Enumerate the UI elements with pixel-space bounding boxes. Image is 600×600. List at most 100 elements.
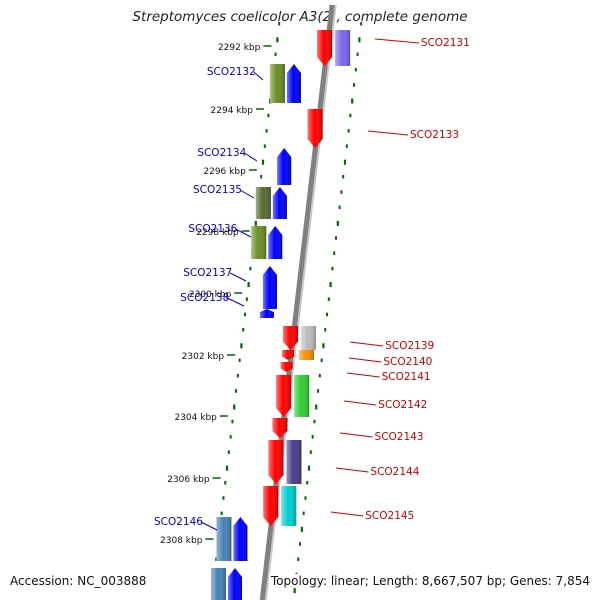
gene-SCO2141 [280, 362, 293, 372]
gene-unlabeled [228, 568, 243, 600]
gene-SCO2139-neighbor-shading [301, 326, 317, 350]
gene-leader-right [330, 511, 364, 517]
gene-SCO2135-neighbor-shading [255, 187, 271, 219]
gene-SCO2135-shading [272, 187, 287, 219]
gene-label-left: SCO2137 [183, 267, 232, 279]
scale-label: 2294 kbp [211, 106, 254, 116]
gene-SCO2146-neighbor-shading [216, 517, 232, 561]
gene-SCO2144-neighbor-shading [286, 440, 302, 484]
gene-leader-right [349, 341, 384, 347]
gene-unlabeled-neighbor-shading [211, 568, 227, 600]
gene-label-right: SCO2144 [370, 466, 419, 478]
gene-SCO2145-neighbor [281, 486, 297, 526]
gene-SCO2134 [277, 148, 292, 185]
gene-label-right: SCO2142 [378, 399, 427, 411]
gene-SCO2131-shading [317, 30, 333, 66]
gene-SCO2132-shading [286, 64, 301, 103]
gene-SCO2141-shading [280, 362, 293, 372]
gene-SCO2143-shading [272, 418, 288, 438]
map-title: Streptomyces coelicolor A3(2), complete … [132, 9, 468, 25]
gene-SCO2136 [268, 226, 283, 259]
scale-track: 2292 kbp 2294 kbp 2296 kbp 2298 kbp 2300 kbp… [160, 22, 363, 594]
gene-label-left: SCO2132 [207, 66, 256, 78]
scale-label: 2292 kbp [218, 43, 261, 53]
gene-leader-left [235, 228, 252, 238]
gene-leader-left [229, 272, 247, 282]
gene-label-left: SCO2136 [188, 223, 237, 235]
gene-leader-right [343, 400, 377, 406]
gene-labels: SCO2132 SCO2134 SCO2135 SCO2136 SCO2137 SCO21… [154, 37, 470, 531]
gene-SCO2142-shading [276, 375, 292, 417]
gene-SCO2143 [272, 418, 288, 438]
gene-label-right: SCO2141 [382, 371, 431, 383]
gene-leader-left [200, 521, 218, 531]
gene-label-right: SCO2139 [385, 340, 434, 352]
gene-SCO2132-neighbor [269, 64, 285, 103]
gene-leader-left [227, 297, 245, 307]
gene-SCO2140-shading [282, 350, 295, 360]
scale-label: 2298 kbp [196, 228, 239, 238]
gene-SCO2144-shading [268, 440, 284, 484]
gene-SCO2139-neighbor [301, 326, 317, 350]
gene-label-right: SCO2133 [410, 129, 459, 141]
gene-leader-left [244, 152, 258, 162]
gene-SCO2131 [317, 30, 333, 66]
gene-label-left: SCO2135 [193, 184, 242, 196]
gene-leader-right [335, 467, 369, 473]
gene-features [211, 30, 351, 600]
gene-SCO2132 [286, 64, 301, 103]
gene-leader-left [239, 189, 255, 199]
scale-label: 2296 kbp [203, 167, 246, 177]
gene-SCO2136-shading [268, 226, 283, 259]
gene-label-left: SCO2146 [154, 516, 203, 528]
gene-SCO2131-neighbor [335, 30, 351, 66]
gene-SCO2136-neighbor-shading [251, 226, 267, 259]
gene-SCO2133 [307, 109, 323, 148]
gene-SCO2133-shading [307, 109, 323, 148]
gene-SCO2144-neighbor [286, 440, 302, 484]
gene-SCO2138 [259, 309, 274, 318]
gene-SCO2139 [283, 326, 299, 350]
gene-label-left: SCO2138 [180, 292, 229, 304]
gene-label-right: SCO2131 [421, 37, 470, 49]
gene-unlabeled-shading [228, 568, 243, 600]
gene-leader-left [253, 71, 264, 81]
gene-SCO2140 [282, 350, 295, 360]
scale-label: 2300 kbp [189, 290, 232, 300]
gene-leader-right [339, 432, 373, 438]
gene-leader-right [346, 372, 380, 378]
gene-SCO2144 [268, 440, 284, 484]
scale-label: 2302 kbp [182, 352, 225, 362]
scale-label: 2306 kbp [167, 475, 210, 485]
summary-text: Topology: linear; Length: 8,667,507 bp; … [268, 574, 592, 588]
gene-leader-right [374, 38, 419, 44]
gene-SCO2140-neighbor-shading [299, 350, 315, 360]
gene-label-left: SCO2134 [197, 147, 246, 159]
gene-SCO2145-shading [263, 486, 279, 526]
gene-leader-right [367, 130, 409, 136]
gene-SCO2146-shading [233, 517, 248, 561]
gene-SCO2138-shading [259, 309, 274, 318]
gene-label-right: SCO2145 [365, 510, 414, 522]
gene-SCO2146 [233, 517, 248, 561]
gene-SCO2142 [276, 375, 292, 417]
gene-SCO2136-neighbor [251, 226, 267, 259]
gene-SCO2135-neighbor [255, 187, 271, 219]
gene-SCO2131-neighbor-shading [335, 30, 351, 66]
scale-label: 2304 kbp [174, 413, 217, 423]
gene-SCO2146-neighbor [216, 517, 232, 561]
gene-SCO2135 [272, 187, 287, 219]
gene-unlabeled-neighbor [211, 568, 227, 600]
gene-leader-right [348, 357, 382, 363]
gene-SCO2139-shading [283, 326, 299, 350]
gene-SCO2142-neighbor-shading [294, 375, 310, 417]
scale-label: 2308 kbp [160, 536, 203, 546]
gene-SCO2137-shading [262, 266, 277, 309]
gene-SCO2140-neighbor [299, 350, 315, 360]
accession-text: Accession: NC_003888 [8, 574, 149, 588]
gene-SCO2137 [262, 266, 277, 309]
gene-SCO2145 [263, 486, 279, 526]
gene-SCO2132-neighbor-shading [269, 64, 285, 103]
gene-SCO2145-neighbor-shading [281, 486, 297, 526]
